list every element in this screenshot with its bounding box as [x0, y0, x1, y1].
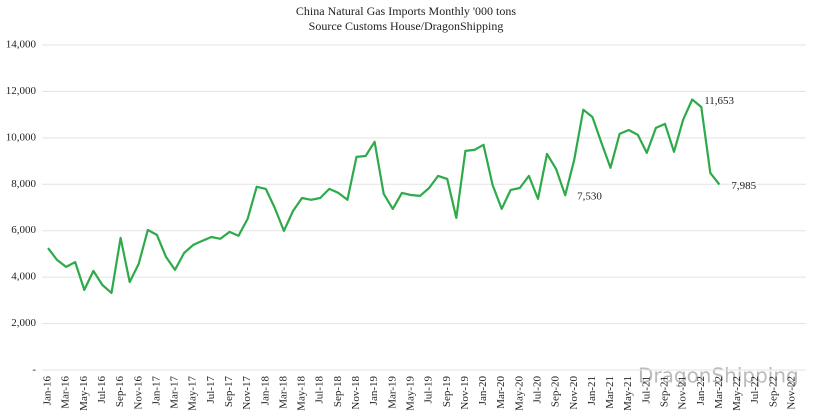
x-tick-label: Jan-19 [368, 376, 380, 406]
x-tick-label: Mar-17 [169, 376, 181, 409]
x-tick-label: Jul-20 [531, 376, 543, 404]
data-label: 7,530 [577, 191, 602, 203]
x-tick-label: Mar-20 [495, 376, 507, 409]
x-tick-label: Sep-22 [767, 376, 779, 407]
x-tick-label: Nov-19 [459, 376, 471, 410]
x-tick-label: May-21 [622, 376, 634, 411]
x-tick-label: Mar-19 [386, 376, 398, 409]
x-tick-label: May-16 [78, 376, 90, 411]
x-tick-label: Nov-17 [241, 376, 253, 410]
data-label: 7,985 [731, 180, 756, 192]
x-tick-label: May-22 [731, 376, 743, 411]
x-tick-label: Nov-18 [350, 376, 362, 410]
chart-subtitle: Source Customs House/DragonShipping [309, 19, 504, 33]
x-tick-label: Sep-19 [441, 376, 453, 408]
x-tick-label: Jan-18 [259, 376, 271, 406]
x-tick-label: May-20 [513, 376, 525, 411]
y-tick-label: 2,000 [11, 317, 36, 329]
y-tick-label: 8,000 [11, 178, 36, 190]
x-tick-label: Sep-18 [332, 376, 344, 408]
x-tick-label: Sep-17 [223, 376, 235, 408]
x-tick-label: Sep-21 [659, 376, 671, 407]
watermark: DragonShipping [638, 364, 799, 388]
x-tick-label: Nov-22 [786, 376, 798, 410]
x-tick-label: Jan-17 [150, 376, 162, 406]
data-line [47, 98, 721, 294]
y-tick-label: - [32, 364, 36, 376]
y-tick-label: 14,000 [6, 39, 37, 51]
x-tick-label: Jan-22 [695, 376, 707, 405]
x-tick-label: Nov-16 [132, 376, 144, 410]
x-tick-label: Jan-20 [477, 376, 489, 406]
x-tick-label: Jul-21 [640, 376, 652, 404]
chart-title: China Natural Gas Imports Monthly '000 t… [296, 4, 516, 18]
x-tick-label: Sep-20 [550, 376, 562, 408]
x-tick-label: Jul-22 [749, 376, 761, 404]
x-tick-label: Jan-16 [42, 376, 54, 406]
x-tick-label: Mar-21 [604, 376, 616, 409]
y-tick-label: 12,000 [6, 85, 37, 97]
x-tick-label: Nov-21 [677, 376, 689, 410]
x-tick-label: May-17 [187, 376, 199, 411]
x-tick-label: Jul-18 [314, 376, 326, 404]
x-tick-label: Mar-18 [277, 376, 289, 409]
x-tick-label: May-18 [296, 376, 308, 411]
x-tick-label: Jul-17 [205, 376, 217, 404]
x-tick-label: Nov-20 [568, 376, 580, 410]
y-tick-label: 6,000 [11, 224, 36, 236]
x-tick-label: May-19 [404, 376, 416, 411]
x-tick-label: Mar-16 [60, 376, 72, 409]
y-tick-label: 4,000 [11, 271, 36, 283]
data-label: 11,653 [704, 95, 734, 107]
x-tick-label: Mar-22 [713, 376, 725, 409]
x-tick-label: Jul-16 [96, 376, 108, 404]
x-tick-label: Sep-16 [114, 376, 126, 408]
y-tick-label: 10,000 [6, 131, 37, 143]
x-tick-label: Jan-21 [586, 376, 598, 405]
x-tick-label: Jul-19 [423, 376, 435, 404]
